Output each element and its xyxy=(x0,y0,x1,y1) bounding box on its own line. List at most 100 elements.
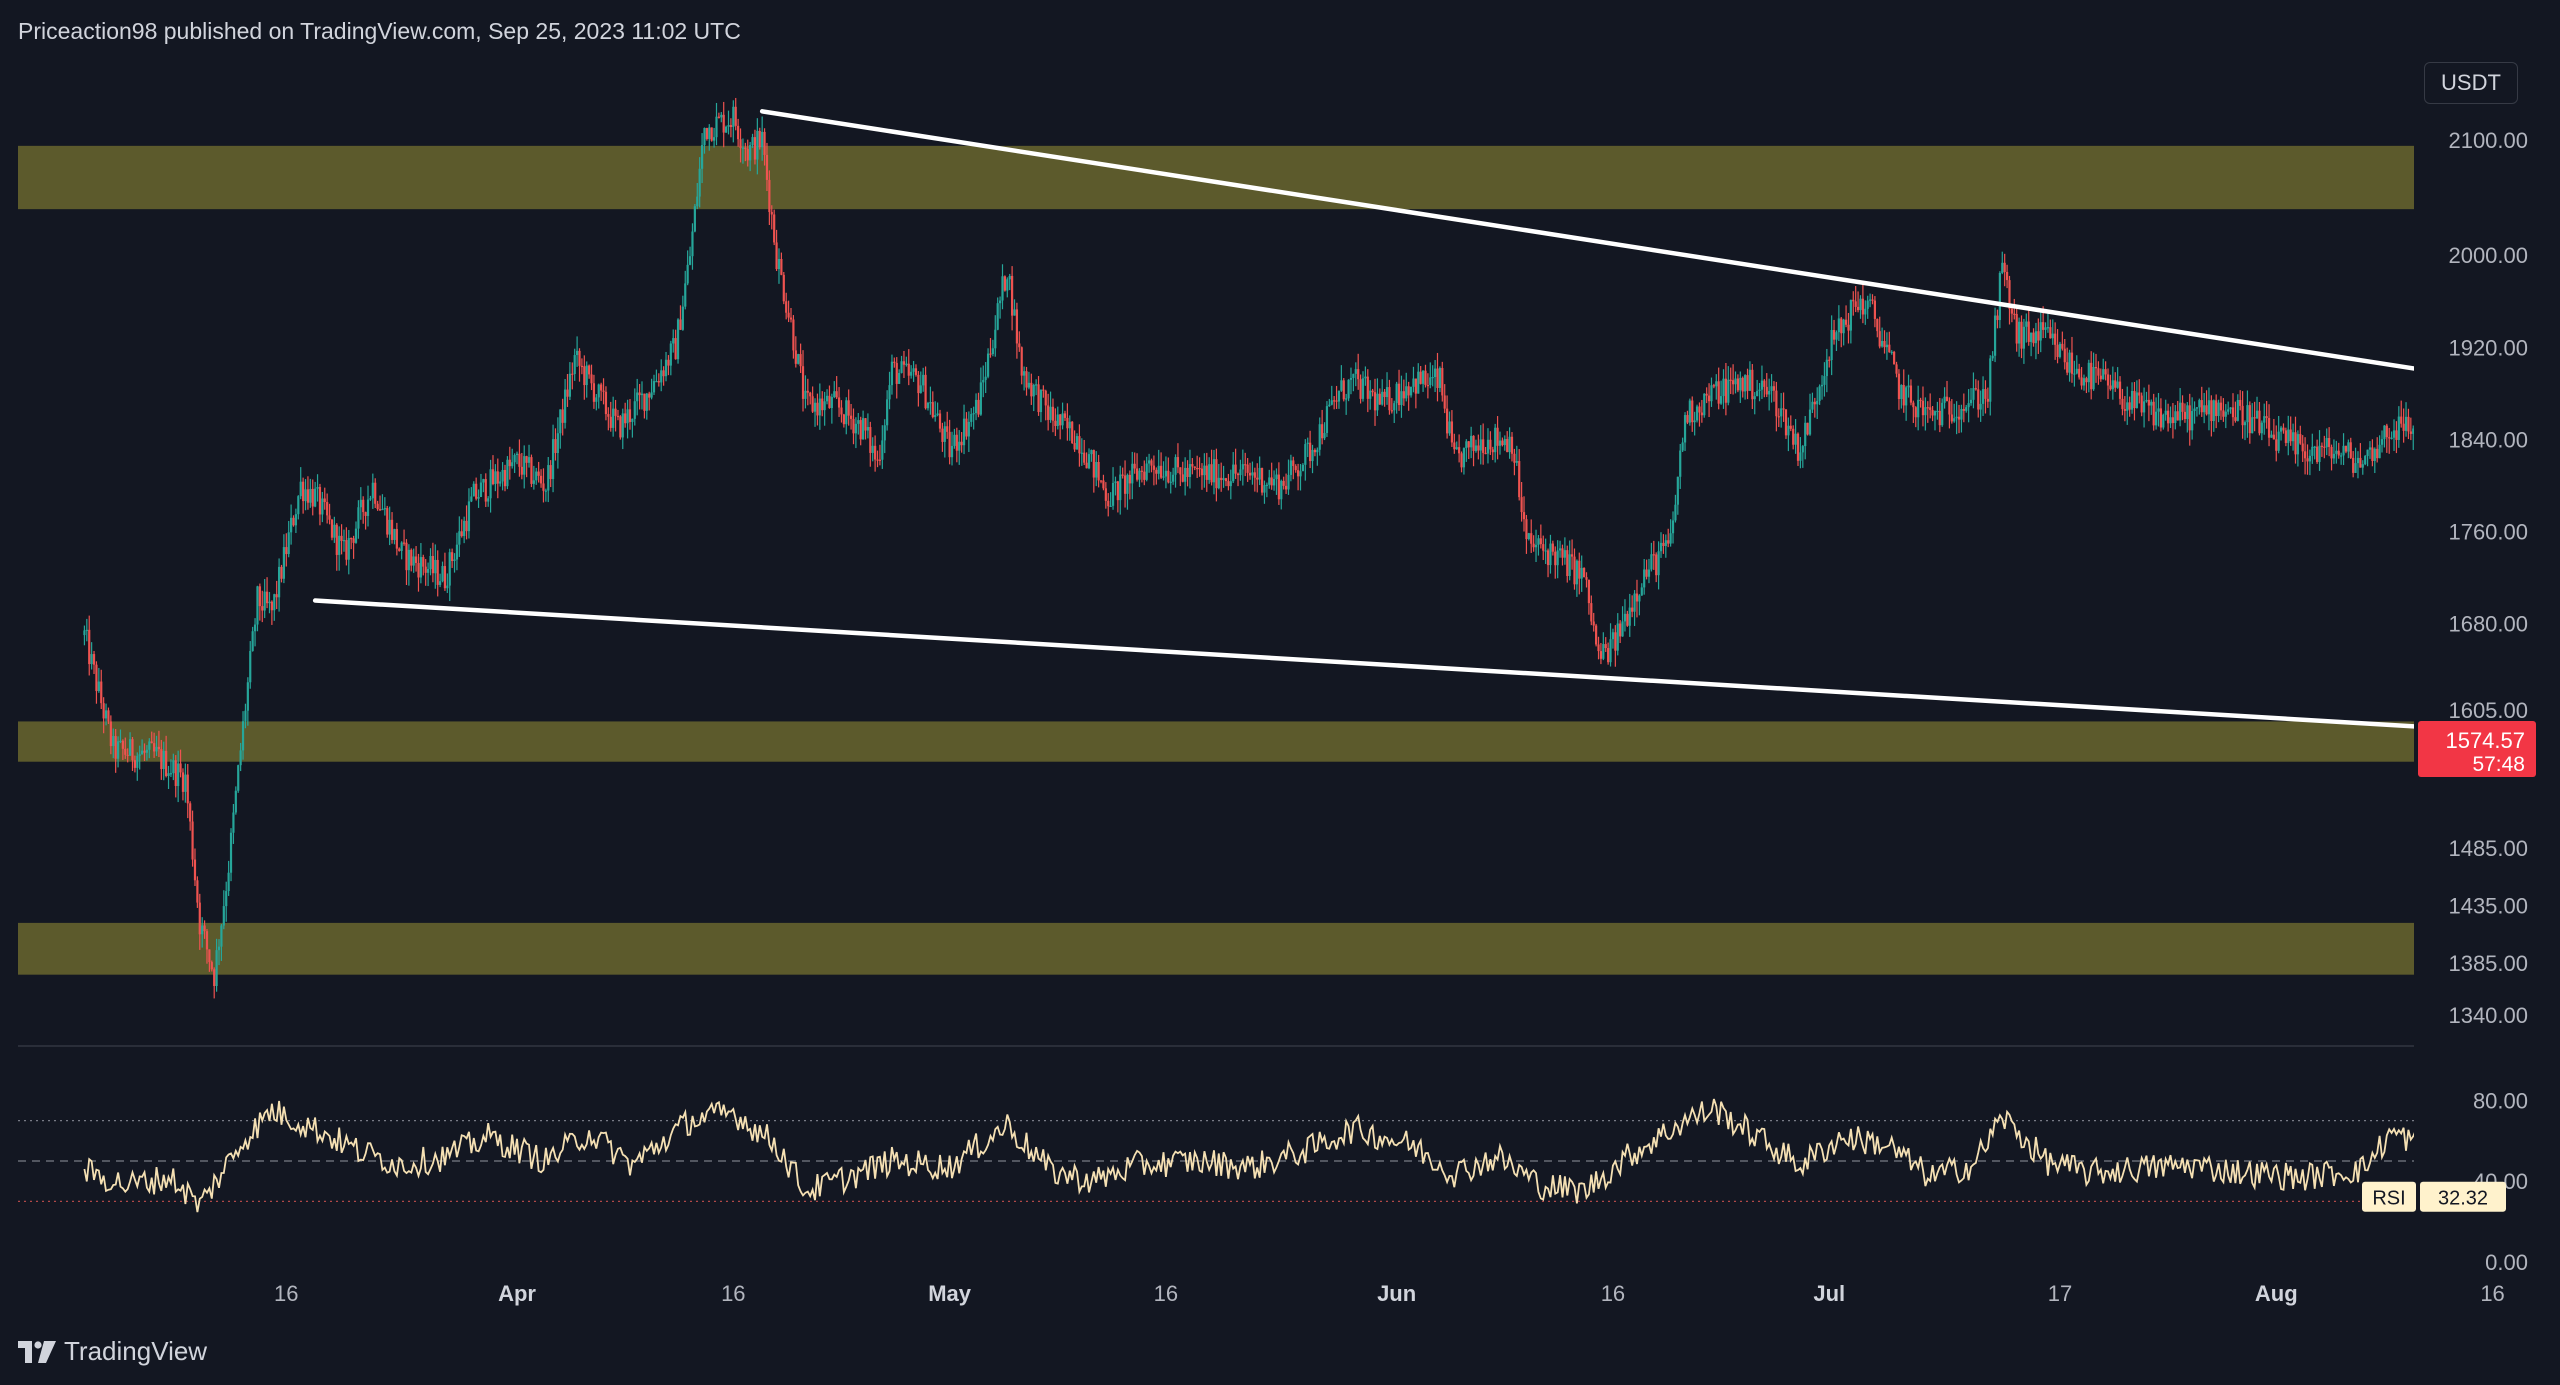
candle-body xyxy=(1071,421,1074,444)
support-resistance-zone xyxy=(18,145,2414,210)
candle-body xyxy=(2335,450,2338,454)
candle-body xyxy=(2308,455,2312,462)
candle-body xyxy=(1801,446,1804,453)
candle-body xyxy=(741,147,745,149)
candle-body xyxy=(1741,377,1744,392)
candle-body xyxy=(2388,437,2391,439)
candle-body xyxy=(203,925,206,932)
candle-body xyxy=(768,179,771,213)
candle-body xyxy=(1938,410,1941,426)
candle-body xyxy=(2253,417,2256,419)
candle-body xyxy=(1703,393,1706,416)
candle-body xyxy=(434,559,437,574)
candle-body xyxy=(2227,409,2230,412)
candle-body xyxy=(2424,428,2426,433)
candle-body xyxy=(330,519,334,538)
candle-body xyxy=(2530,624,2532,637)
currency-button[interactable]: USDT xyxy=(2424,62,2518,104)
candle-body xyxy=(2147,399,2150,406)
candle-body xyxy=(2198,400,2201,408)
candle-body xyxy=(1193,466,1196,468)
candle-body xyxy=(2054,333,2057,345)
candle-body xyxy=(607,414,610,417)
candle-body xyxy=(2205,405,2208,415)
candle-body xyxy=(1032,384,1035,397)
candle-body xyxy=(2554,618,2556,633)
candle-body xyxy=(429,556,432,570)
candle-body xyxy=(1597,644,1600,652)
candle-body xyxy=(571,373,574,375)
candle-body xyxy=(2496,507,2498,514)
candle-body xyxy=(1931,409,1934,416)
candle-body xyxy=(177,763,180,787)
candle-body xyxy=(1871,299,1874,301)
candle-body xyxy=(854,423,857,434)
time-tick-label: 16 xyxy=(721,1281,745,1306)
candle-body xyxy=(2508,587,2510,604)
candle-body xyxy=(563,389,567,423)
candle-body xyxy=(1152,465,1156,470)
candle-body xyxy=(2383,425,2386,440)
candle-body xyxy=(871,445,874,453)
candle-body xyxy=(1323,432,1326,439)
candle-body xyxy=(1950,414,1953,422)
candle-body xyxy=(1342,380,1345,400)
candle-body xyxy=(1035,384,1038,386)
tradingview-logo[interactable]: TradingView xyxy=(18,1336,207,1367)
candle-body xyxy=(1722,378,1725,397)
candle-body xyxy=(2330,446,2333,459)
candle-body xyxy=(895,363,898,384)
candle-body xyxy=(258,586,261,607)
candle-body xyxy=(609,416,612,428)
candle-body xyxy=(2431,432,2433,438)
candle-body xyxy=(95,664,98,692)
candle-body xyxy=(273,594,276,611)
candle-body xyxy=(2549,609,2551,617)
candle-body xyxy=(1787,425,1790,436)
candle-body xyxy=(823,401,826,411)
candle-body xyxy=(1075,436,1079,450)
candle-body xyxy=(2154,411,2158,426)
candle-body xyxy=(2453,422,2455,423)
time-axis[interactable]: 16Apr16May16Jun16Jul17Aug16Sep16Oct16 xyxy=(274,1281,2560,1306)
candle-body xyxy=(806,390,809,393)
candle-body xyxy=(124,748,127,755)
candle-body xyxy=(463,520,466,536)
candle-body xyxy=(700,145,704,169)
candle-body xyxy=(785,301,788,313)
candle-body xyxy=(2102,369,2105,380)
candle-body xyxy=(2455,422,2457,425)
candle-body xyxy=(864,418,867,431)
candle-body xyxy=(1393,403,1396,411)
candle-body xyxy=(1991,355,1994,359)
candle-body xyxy=(2380,439,2384,445)
candle-body xyxy=(90,654,93,665)
candle-body xyxy=(710,127,713,141)
candle-body xyxy=(1025,371,1028,388)
candle-body xyxy=(2046,327,2050,329)
candle-body xyxy=(1015,309,1019,344)
candle-body xyxy=(1917,399,1920,418)
candle-body xyxy=(1381,391,1384,405)
candle-body xyxy=(1893,351,1896,365)
candle-body xyxy=(1347,379,1350,399)
candle-body xyxy=(1727,379,1730,403)
candle-body xyxy=(314,488,317,507)
candle-body xyxy=(1436,368,1439,388)
candle-body xyxy=(979,382,982,415)
candle-body xyxy=(2320,445,2324,447)
candle-body xyxy=(1299,471,1302,477)
candle-body xyxy=(1695,406,1699,421)
candle-body xyxy=(148,741,151,750)
candle-body xyxy=(849,415,853,419)
candle-body xyxy=(475,483,478,499)
candle-body xyxy=(1657,551,1660,576)
candle-body xyxy=(902,361,906,365)
candle-body xyxy=(725,126,728,133)
candle-body xyxy=(1289,460,1292,475)
price-axis[interactable]: 1340.00 1385.00 1435.00 1485.00 1605.00 1680.… xyxy=(2448,128,2528,1275)
candle-body xyxy=(1611,632,1615,640)
candle-body xyxy=(631,418,634,422)
candle-body xyxy=(989,353,992,355)
